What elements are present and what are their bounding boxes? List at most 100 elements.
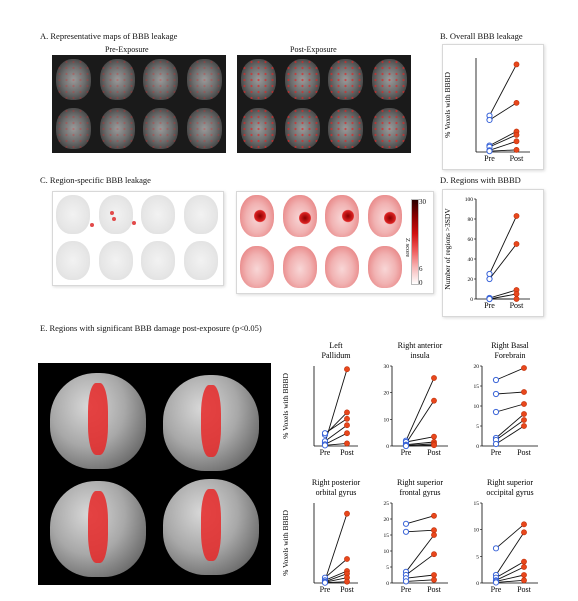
colorbar-tick-bottom: 0 [419,279,423,287]
x-tick-label-pre: Pre [401,585,412,594]
y-axis-label: % Voxels with BBBD [281,373,290,439]
x-tick-label-post: Post [427,585,442,594]
leakage-overlay [99,58,135,101]
y-tick-label: 20 [384,517,390,523]
post-point [344,422,350,429]
brain-slice [371,107,407,150]
brain-slice [240,245,275,288]
post-point [521,389,527,395]
x-tick-label-pre: Pre [401,448,412,457]
chart-title: Right Basal [491,341,529,350]
y-tick-label: 10 [384,417,390,423]
leakage-overlay [99,107,135,150]
chart-title: Right superior [397,478,443,487]
y-tick-label: 0 [386,581,389,587]
x-tick-label-pre: Pre [320,585,331,594]
series-line [405,553,435,576]
leakage-spot [90,223,94,227]
post-point [431,397,437,404]
series-line [489,289,517,299]
panel-a-post-label: Post-Exposure [290,45,337,54]
series-line [495,532,525,576]
leakage-overlay [186,58,222,101]
y-tick-label: 20 [384,391,390,397]
leakage-patch [254,209,266,223]
y-tick-label: 20 [468,277,474,283]
post-point [513,138,520,145]
y-tick-label: 10 [474,404,480,410]
series-line [405,400,435,444]
y-tick-label: 10 [384,549,390,555]
series-line [405,436,435,443]
brain-slice [282,245,317,288]
series-line [405,444,435,447]
post-point [521,572,527,578]
series-line [405,579,435,582]
panel-d-title: D. Regions with BBBD [440,175,521,185]
series-line [324,513,348,581]
post-point [344,366,350,373]
chart-title: Right anterior [398,341,443,350]
pre-point [486,275,493,283]
series-line [405,515,435,525]
brain-slice [99,58,135,101]
leakage-overlay [284,58,320,101]
y-tick-label: 25 [384,501,390,507]
chart-title: frontal gyrus [399,488,440,497]
brain-3d-view [163,479,259,575]
overall-bbb-leakage-chart: Pre Post % Voxels with BBBD [443,58,530,163]
brain-slice [325,245,360,288]
series-line [495,367,525,381]
post-point [431,572,437,578]
x-tick-label-pre: Pre [484,301,495,310]
post-point [431,551,437,558]
chart-title: Left [329,341,343,350]
pre-point [492,440,500,448]
y-axis-label: % Voxels with BBBD [443,72,452,138]
brain-slice [284,58,320,101]
pre-exposure-mri-grid [52,55,226,153]
y-axis-label: % Voxels with BBBD [281,510,290,576]
series-line [324,442,348,446]
brain-slice [186,58,222,101]
post-point [513,61,520,68]
y-tick-label: 20 [474,364,480,370]
y-tick-label: 0 [386,444,389,450]
brain-slice [56,241,91,281]
chart-title: Forebrain [494,351,525,360]
series-line [495,523,525,549]
series-line [324,432,348,445]
brain-slice [143,107,179,150]
post-point [513,146,520,153]
y-tick-label: 0 [470,297,473,303]
brain-slice [56,107,92,150]
regions-with-bbbd-chart: 0 20 40 60 80 100 Pre Post Number of regions >3S… [443,197,530,310]
chart-title: Pallidum [322,351,352,360]
post-point [431,512,437,519]
colorbar-tick-mid: 6 [419,265,423,273]
panel-e-title: E. Regions with significant BBB damage p… [40,323,262,333]
post-point [521,577,527,584]
post-point [521,529,527,536]
brain-slice [241,107,277,150]
brain-slice [143,58,179,101]
y-tick-label: 5 [476,554,479,560]
leakage-patch [384,211,396,225]
brain-3d-renderings [38,363,271,585]
panel-b-title: B. Overall BBB leakage [440,31,523,41]
leakage-overlay [143,107,179,150]
zscore-colorbar [411,199,419,285]
series-line [405,377,435,441]
series-line [324,581,348,584]
leakage-spot [132,221,136,225]
series-line [405,529,435,533]
x-tick-label-pre: Pre [491,448,502,457]
post-point [344,415,350,422]
panel-d-frame [442,189,544,317]
leakage-overlay [186,107,222,150]
y-tick-label: 40 [468,257,474,263]
series-line [495,561,525,579]
pre-point [321,442,329,449]
leakage-overlay [371,107,407,150]
post-point [521,365,527,371]
